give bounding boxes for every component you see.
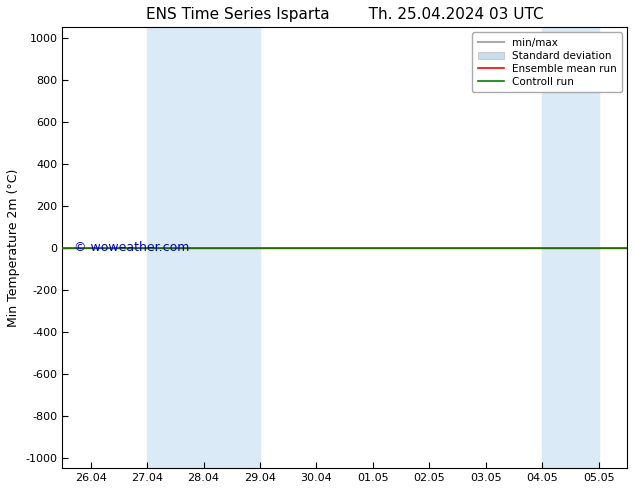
Bar <box>542 27 599 468</box>
Y-axis label: Min Temperature 2m (°C): Min Temperature 2m (°C) <box>7 169 20 327</box>
Bar <box>147 27 260 468</box>
Text: © woweather.com: © woweather.com <box>74 241 189 254</box>
Legend: min/max, Standard deviation, Ensemble mean run, Controll run: min/max, Standard deviation, Ensemble me… <box>472 32 622 92</box>
Title: ENS Time Series Isparta        Th. 25.04.2024 03 UTC: ENS Time Series Isparta Th. 25.04.2024 0… <box>146 7 543 22</box>
